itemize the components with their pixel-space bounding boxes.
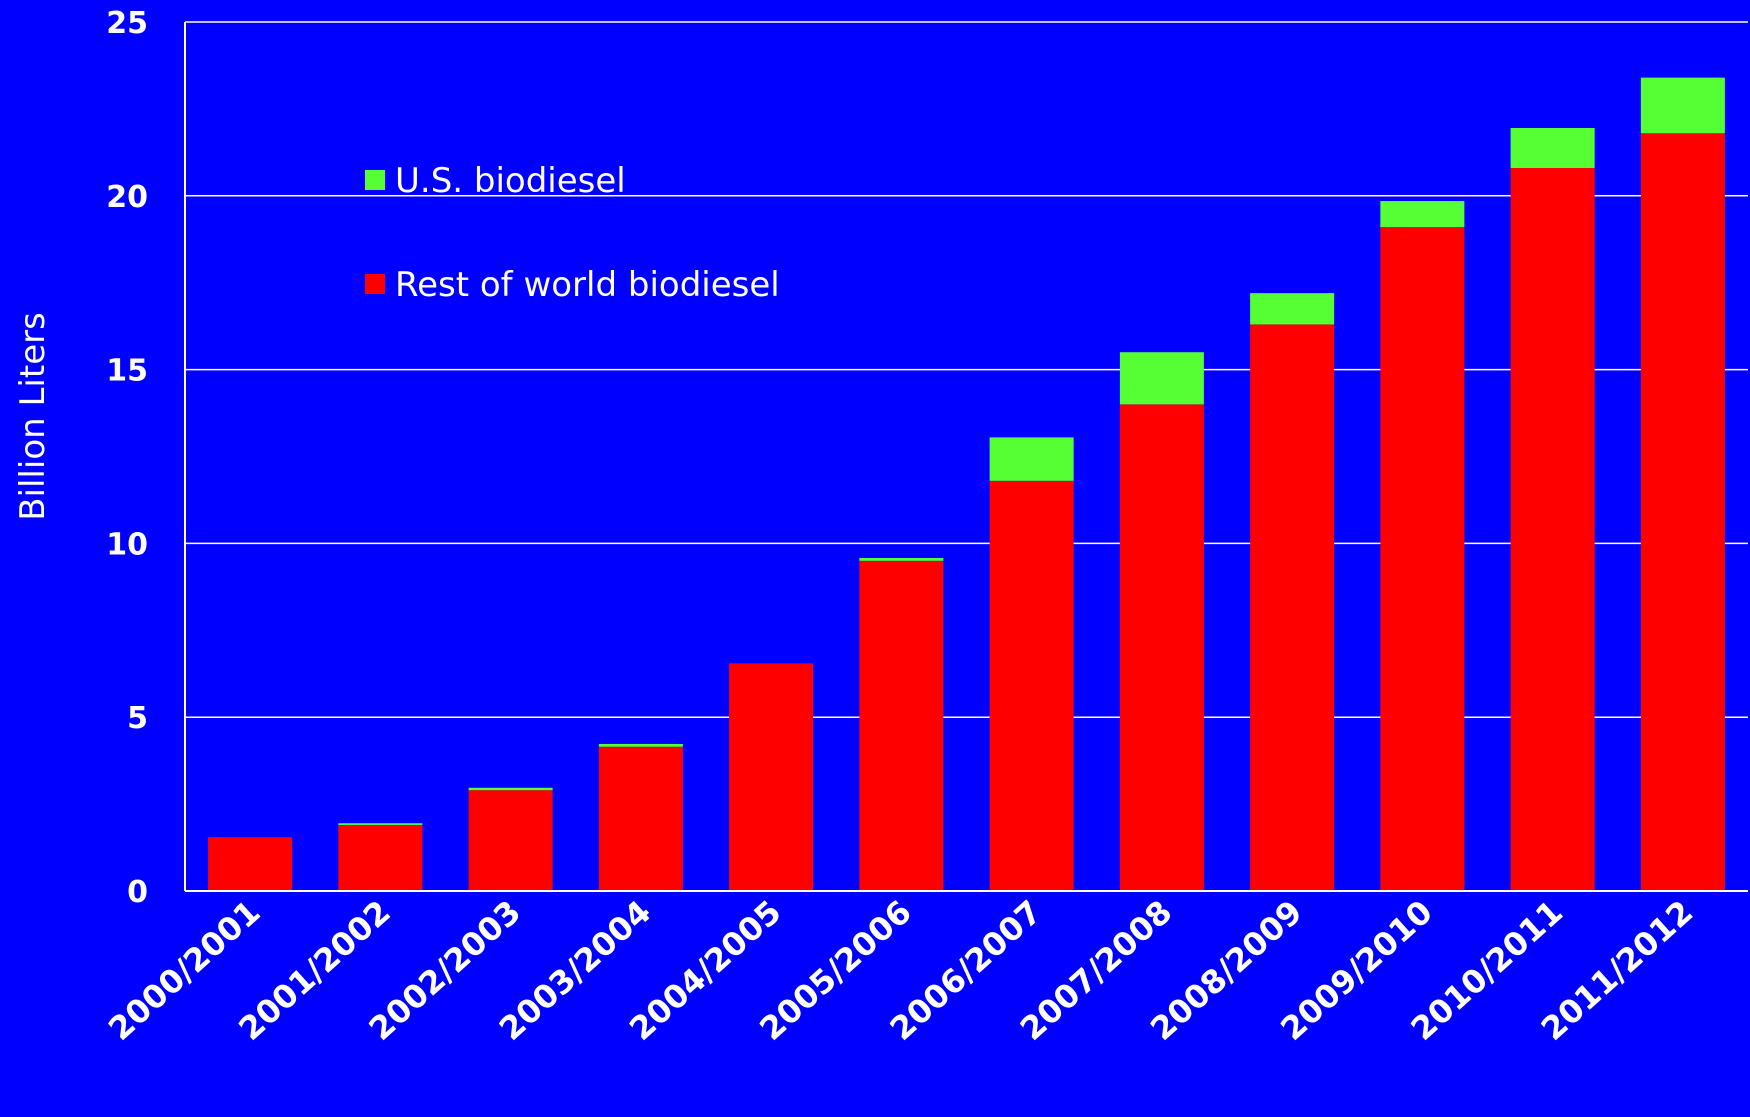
bar-rest-of-world-2011-2012: [1640, 133, 1725, 891]
bar-us-2007-2008: [1119, 352, 1204, 405]
y-tick-label: 0: [127, 875, 148, 910]
bar-rest-of-world-2006-2007: [989, 480, 1074, 891]
bar-rest-of-world-2002-2003: [468, 790, 553, 891]
legend-label-rest-of-world: Rest of world biodiesel: [395, 265, 780, 305]
bar-us-2009-2010: [1380, 201, 1465, 228]
legend-label-us: U.S. biodiesel: [395, 161, 626, 201]
x-axis-ticks: 2000/20012001/20022002/20032003/20042004…: [101, 893, 1700, 1048]
legend-swatch-us: [365, 170, 385, 190]
bar-rest-of-world-2000-2001: [208, 837, 293, 891]
bar-rest-of-world-2010-2011: [1510, 167, 1595, 891]
bar-us-2011-2012: [1640, 77, 1725, 134]
legend: U.S. biodiesel Rest of world biodiesel: [365, 161, 780, 305]
y-tick-label: 25: [106, 6, 148, 41]
y-axis-title: Billion Liters: [13, 312, 53, 521]
bar-us-2005-2006: [859, 557, 944, 561]
bar-rest-of-world-2008-2009: [1250, 324, 1335, 891]
bar-us-2006-2007: [989, 437, 1074, 481]
bar-rest-of-world-2004-2005: [729, 663, 814, 891]
bar-us-2001-2002: [338, 823, 423, 825]
grid-lines: [185, 21, 1748, 718]
bar-us-2003-2004: [598, 743, 683, 747]
y-tick-label: 5: [127, 701, 148, 736]
bar-rest-of-world-2009-2010: [1380, 227, 1465, 892]
legend-swatch-rest-of-world: [365, 274, 385, 294]
bar-rest-of-world-2001-2002: [338, 824, 423, 891]
y-tick-label: 10: [106, 527, 148, 562]
bar-rest-of-world-2003-2004: [598, 746, 683, 891]
bar-us-2002-2003: [468, 787, 553, 791]
bar-us-2008-2009: [1250, 293, 1335, 325]
bar-rest-of-world-2005-2006: [859, 560, 944, 891]
y-tick-label: 15: [106, 354, 148, 389]
y-tick-label: 20: [106, 180, 148, 215]
bars: [208, 77, 1725, 892]
y-axis-ticks: 0 5 10 15 20 25: [106, 6, 148, 910]
bar-us-2010-2011: [1510, 128, 1595, 168]
bar-rest-of-world-2007-2008: [1119, 404, 1204, 891]
